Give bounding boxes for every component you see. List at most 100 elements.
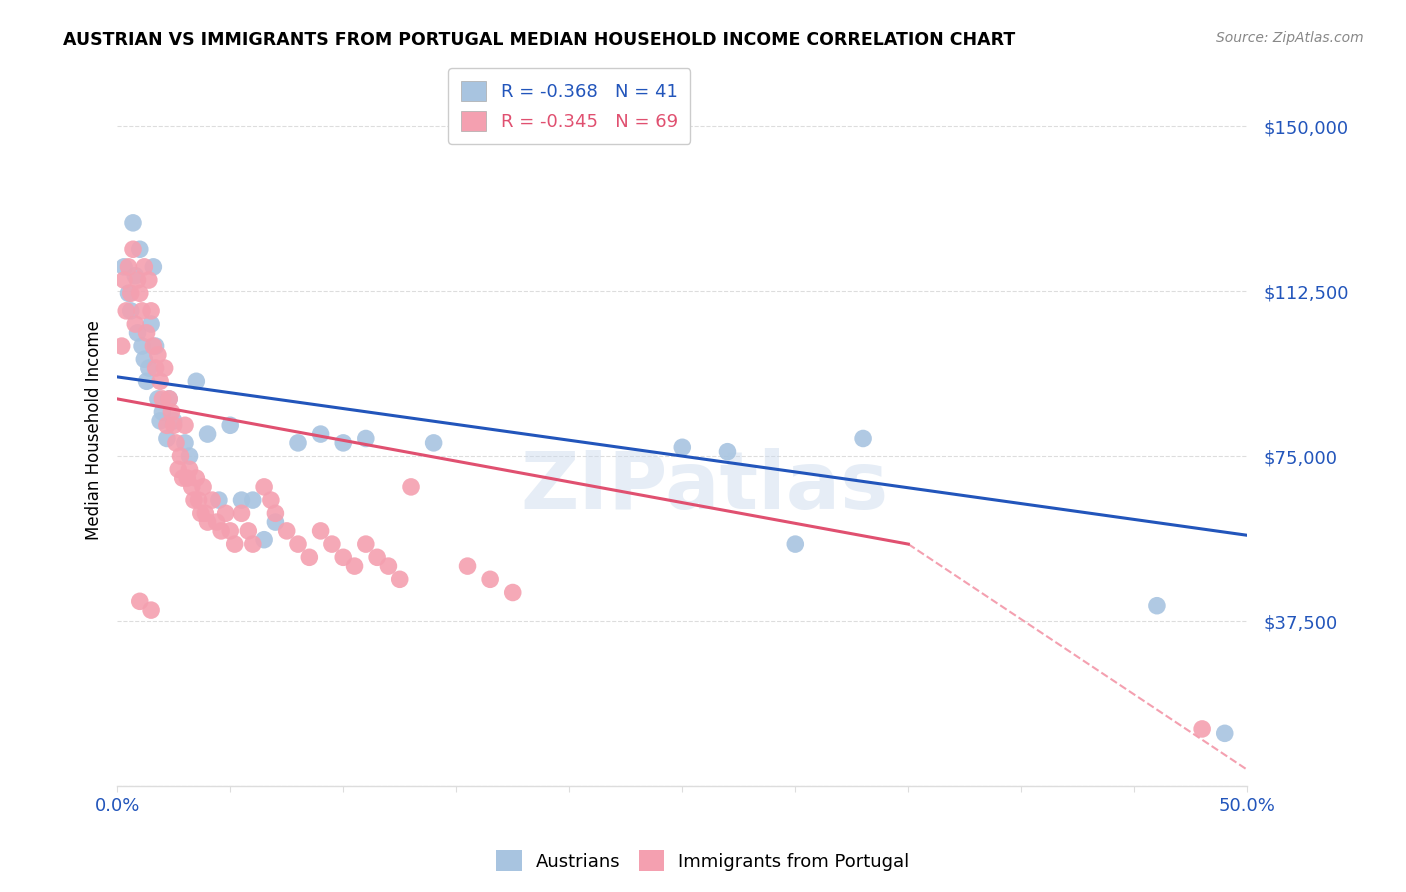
Point bbox=[174, 436, 197, 450]
Point bbox=[120, 286, 142, 301]
Point bbox=[276, 524, 298, 538]
Point bbox=[332, 550, 354, 565]
Point bbox=[131, 339, 153, 353]
Point bbox=[671, 440, 693, 454]
Point bbox=[354, 537, 377, 551]
Point bbox=[112, 273, 135, 287]
Point bbox=[197, 427, 219, 442]
Point bbox=[145, 361, 167, 376]
Point bbox=[219, 524, 242, 538]
Point bbox=[122, 216, 145, 230]
Point bbox=[111, 339, 134, 353]
Point bbox=[112, 260, 135, 274]
Point bbox=[242, 493, 264, 508]
Point bbox=[153, 361, 176, 376]
Point bbox=[122, 242, 145, 256]
Point bbox=[183, 493, 205, 508]
Point bbox=[174, 418, 197, 433]
Point bbox=[264, 506, 287, 520]
Point bbox=[287, 436, 309, 450]
Point bbox=[139, 317, 162, 331]
Point bbox=[201, 493, 224, 508]
Point bbox=[124, 317, 146, 331]
Point bbox=[117, 286, 139, 301]
Point bbox=[242, 537, 264, 551]
Point bbox=[197, 515, 219, 529]
Point bbox=[186, 471, 208, 485]
Point bbox=[457, 559, 479, 574]
Point bbox=[163, 414, 186, 428]
Point bbox=[135, 374, 157, 388]
Point bbox=[138, 361, 160, 376]
Text: ZIPatlas: ZIPatlas bbox=[520, 448, 889, 525]
Point bbox=[139, 603, 162, 617]
Point bbox=[117, 260, 139, 274]
Point bbox=[191, 480, 214, 494]
Point bbox=[785, 537, 807, 551]
Point bbox=[152, 405, 174, 419]
Point bbox=[157, 392, 180, 406]
Point bbox=[354, 432, 377, 446]
Point bbox=[399, 480, 422, 494]
Point bbox=[194, 506, 217, 520]
Point bbox=[163, 418, 186, 433]
Point bbox=[298, 550, 321, 565]
Point bbox=[321, 537, 343, 551]
Point bbox=[149, 374, 172, 388]
Point bbox=[205, 515, 228, 529]
Point bbox=[149, 414, 172, 428]
Point bbox=[145, 339, 167, 353]
Text: AUSTRIAN VS IMMIGRANTS FROM PORTUGAL MEDIAN HOUSEHOLD INCOME CORRELATION CHART: AUSTRIAN VS IMMIGRANTS FROM PORTUGAL MED… bbox=[63, 31, 1015, 49]
Point bbox=[180, 480, 202, 494]
Point bbox=[1213, 726, 1236, 740]
Point bbox=[179, 449, 201, 463]
Point bbox=[215, 506, 238, 520]
Point bbox=[160, 405, 183, 419]
Point bbox=[128, 594, 150, 608]
Point bbox=[422, 436, 444, 450]
Point bbox=[128, 242, 150, 256]
Point bbox=[139, 304, 162, 318]
Point bbox=[156, 432, 179, 446]
Point bbox=[142, 339, 165, 353]
Point bbox=[138, 273, 160, 287]
Point bbox=[208, 493, 231, 508]
Point bbox=[219, 418, 242, 433]
Point bbox=[231, 493, 253, 508]
Point bbox=[120, 304, 142, 318]
Point bbox=[187, 493, 209, 508]
Point bbox=[157, 392, 180, 406]
Point bbox=[142, 260, 165, 274]
Point bbox=[502, 585, 524, 599]
Point bbox=[287, 537, 309, 551]
Point bbox=[134, 260, 156, 274]
Point bbox=[156, 418, 179, 433]
Point bbox=[388, 572, 411, 586]
Point bbox=[134, 352, 156, 367]
Point bbox=[479, 572, 502, 586]
Point bbox=[127, 273, 149, 287]
Point bbox=[176, 471, 198, 485]
Point bbox=[1191, 722, 1213, 736]
Point bbox=[128, 286, 150, 301]
Point bbox=[1146, 599, 1168, 613]
Point bbox=[127, 326, 149, 340]
Point bbox=[209, 524, 232, 538]
Point bbox=[146, 348, 169, 362]
Point bbox=[124, 268, 146, 283]
Point bbox=[377, 559, 399, 574]
Point bbox=[167, 462, 190, 476]
Y-axis label: Median Household Income: Median Household Income bbox=[86, 319, 103, 540]
Point bbox=[190, 506, 212, 520]
Point bbox=[253, 533, 276, 547]
Point bbox=[169, 449, 191, 463]
Point bbox=[343, 559, 366, 574]
Point bbox=[253, 480, 276, 494]
Point bbox=[179, 462, 201, 476]
Point bbox=[260, 493, 283, 508]
Point bbox=[309, 427, 332, 442]
Point bbox=[146, 392, 169, 406]
Point bbox=[115, 304, 138, 318]
Point bbox=[852, 432, 875, 446]
Point bbox=[165, 436, 187, 450]
